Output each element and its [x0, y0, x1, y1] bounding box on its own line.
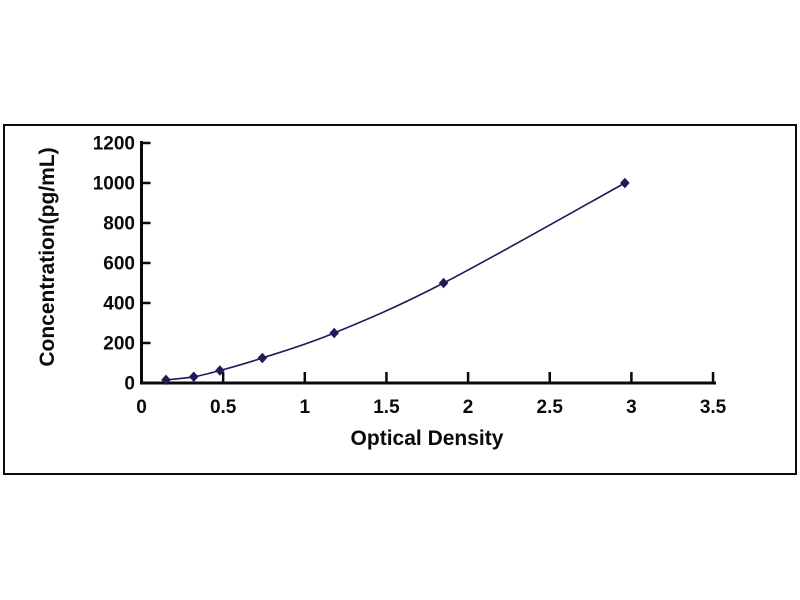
x-tick-label: 1.5: [373, 397, 400, 418]
y-tick-label: 400: [103, 294, 135, 315]
y-axis-title: Concentration(pg/mL): [36, 147, 59, 367]
x-tick-label: 2.5: [537, 397, 564, 418]
x-tick-label: 3: [626, 397, 637, 418]
data-point-marker: [161, 374, 171, 386]
x-tick-label: 3.5: [700, 397, 727, 418]
y-tick-label: 200: [103, 334, 135, 355]
standard-curve-line: [165, 182, 626, 381]
data-point-marker: [329, 327, 339, 339]
x-axis-title: Optical Density: [350, 427, 504, 450]
x-tick-label: 2: [463, 397, 474, 418]
y-tick-label: 600: [103, 254, 135, 275]
data-point-marker: [188, 371, 199, 382]
x-tick-label: 0: [136, 397, 147, 418]
x-tick-label: 1: [300, 397, 311, 418]
chart-frame: [3, 124, 797, 475]
data-point-marker: [438, 277, 449, 289]
y-tick-label: 1000: [93, 174, 135, 195]
data-point-marker: [620, 177, 630, 189]
y-tick-label: 1200: [93, 134, 135, 155]
y-tick-label: 0: [124, 374, 135, 395]
data-point-marker: [215, 365, 225, 376]
data-point-marker: [257, 352, 268, 364]
y-tick-label: 800: [103, 214, 135, 235]
x-tick-label: 0.5: [210, 397, 237, 418]
